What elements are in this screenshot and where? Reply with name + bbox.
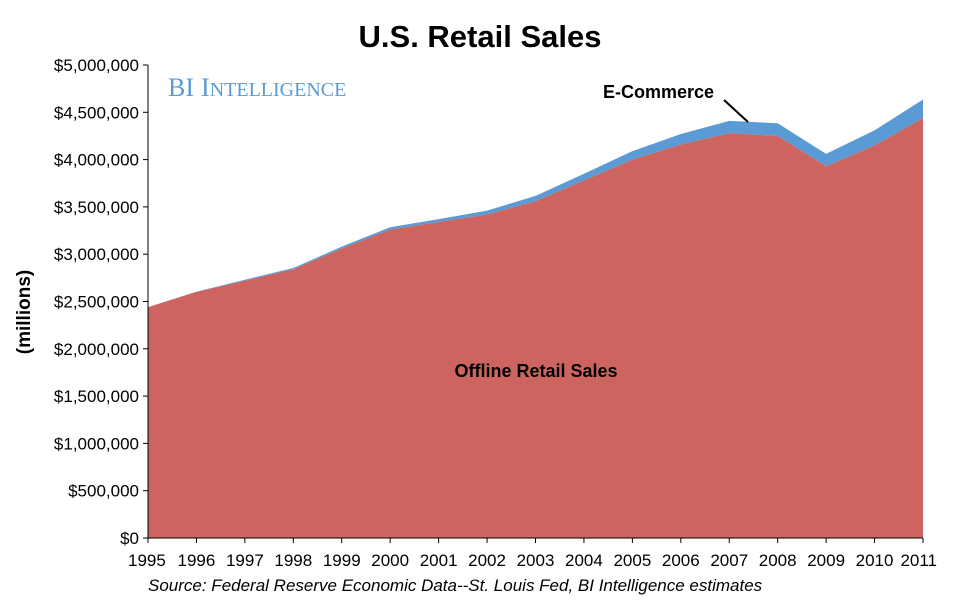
x-tick-label: 1999: [323, 551, 361, 570]
series-label-offline: Offline Retail Sales: [454, 361, 617, 381]
x-tick-label: 2002: [468, 551, 506, 570]
x-tick-label: 2005: [613, 551, 651, 570]
y-tick-label: $500,000: [68, 482, 139, 501]
x-tick-label: 2006: [662, 551, 700, 570]
x-tick-label: 2004: [565, 551, 603, 570]
y-tick-label: $2,000,000: [54, 340, 139, 359]
x-tick-label: 1997: [226, 551, 264, 570]
x-tick-group: 1995 1996 1997 1998 1999 2000 2001 2002 2003 2004…: [128, 538, 937, 570]
x-tick-label: 2011: [900, 551, 937, 570]
y-tick-label: $3,000,000: [54, 245, 139, 264]
chart-title: U.S. Retail Sales: [359, 19, 602, 54]
y-tick-label: $3,500,000: [54, 198, 139, 217]
x-tick-label: 1998: [274, 551, 312, 570]
x-tick-label: 2003: [517, 551, 555, 570]
y-tick-label: $4,000,000: [54, 151, 139, 170]
x-tick-label: 2007: [710, 551, 748, 570]
y-axis-label: (millions): [14, 270, 35, 354]
x-tick-label: 2010: [856, 551, 894, 570]
x-tick-label: 2008: [759, 551, 797, 570]
watermark-brand: BI INTELLIGENCE: [168, 73, 346, 102]
x-tick-label: 2001: [420, 551, 458, 570]
source-note: Source: Federal Reserve Economic Data--S…: [148, 576, 763, 595]
y-tick-label: $0: [120, 529, 139, 548]
area-series-group: [148, 99, 923, 538]
y-tick-label: $4,500,000: [54, 103, 139, 122]
y-tick-label: $2,500,000: [54, 293, 139, 312]
x-tick-label: 2009: [807, 551, 845, 570]
y-tick-label: $5,000,000: [54, 56, 139, 75]
y-tick-group: $0 $500,000 $1,000,000 $1,500,000 $2,000,000…: [54, 56, 148, 548]
x-tick-label: 2000: [371, 551, 409, 570]
area-offline-retail: [148, 117, 923, 538]
x-tick-label: 1996: [178, 551, 216, 570]
ecommerce-pointer-line: [723, 99, 749, 123]
y-tick-label: $1,500,000: [54, 387, 139, 406]
series-label-ecommerce: E-Commerce: [603, 82, 714, 102]
y-tick-label: $1,000,000: [54, 434, 139, 453]
x-tick-label: 1995: [128, 551, 166, 570]
